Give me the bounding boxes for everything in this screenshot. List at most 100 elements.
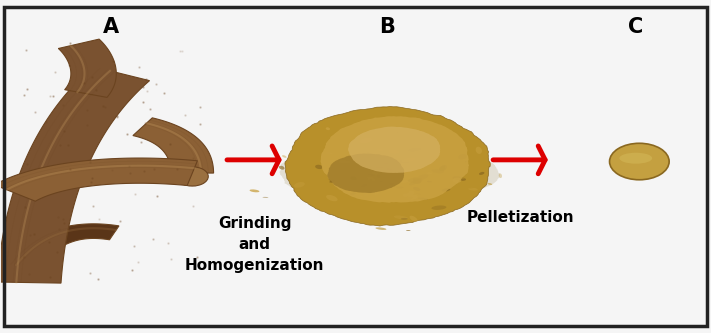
Ellipse shape — [410, 216, 417, 222]
Ellipse shape — [458, 154, 466, 160]
Ellipse shape — [359, 195, 363, 197]
Ellipse shape — [469, 187, 478, 190]
Ellipse shape — [407, 195, 418, 200]
Ellipse shape — [368, 177, 373, 180]
Ellipse shape — [426, 169, 433, 175]
Ellipse shape — [315, 165, 323, 169]
Ellipse shape — [363, 191, 370, 196]
Ellipse shape — [386, 143, 398, 147]
Ellipse shape — [476, 147, 482, 154]
Ellipse shape — [388, 150, 400, 154]
Polygon shape — [279, 142, 500, 205]
Ellipse shape — [326, 153, 333, 154]
Ellipse shape — [412, 179, 422, 184]
Ellipse shape — [401, 218, 408, 220]
Ellipse shape — [420, 202, 426, 205]
Ellipse shape — [351, 190, 356, 191]
Ellipse shape — [358, 154, 370, 159]
Polygon shape — [7, 224, 119, 269]
Ellipse shape — [387, 168, 393, 171]
Ellipse shape — [393, 184, 402, 189]
Ellipse shape — [405, 187, 410, 194]
Ellipse shape — [412, 169, 416, 171]
Ellipse shape — [353, 149, 355, 151]
Ellipse shape — [413, 187, 420, 191]
Ellipse shape — [405, 168, 408, 171]
Ellipse shape — [403, 191, 415, 197]
Ellipse shape — [375, 227, 387, 230]
Ellipse shape — [360, 138, 372, 144]
Ellipse shape — [407, 147, 422, 152]
Ellipse shape — [442, 188, 450, 192]
Ellipse shape — [350, 176, 357, 180]
Ellipse shape — [368, 143, 375, 148]
Ellipse shape — [331, 153, 334, 154]
Polygon shape — [133, 118, 213, 173]
Ellipse shape — [294, 182, 305, 188]
Ellipse shape — [395, 160, 410, 164]
Ellipse shape — [366, 176, 375, 180]
Ellipse shape — [418, 197, 428, 200]
Ellipse shape — [282, 155, 287, 158]
Ellipse shape — [432, 205, 447, 210]
Ellipse shape — [379, 181, 383, 182]
Ellipse shape — [520, 160, 532, 162]
Ellipse shape — [405, 181, 411, 183]
Ellipse shape — [351, 192, 357, 195]
Ellipse shape — [408, 177, 423, 183]
Ellipse shape — [432, 169, 444, 173]
Ellipse shape — [460, 173, 469, 179]
Ellipse shape — [338, 161, 349, 163]
Ellipse shape — [279, 166, 284, 169]
Ellipse shape — [417, 193, 421, 194]
Ellipse shape — [421, 165, 430, 171]
Ellipse shape — [375, 166, 383, 168]
Ellipse shape — [389, 182, 395, 185]
Ellipse shape — [383, 163, 390, 164]
Ellipse shape — [368, 173, 375, 176]
Text: Grinding
and
Homogenization: Grinding and Homogenization — [185, 216, 324, 273]
Ellipse shape — [341, 195, 348, 198]
Ellipse shape — [400, 191, 410, 193]
Polygon shape — [327, 154, 405, 193]
Ellipse shape — [370, 163, 371, 165]
Ellipse shape — [385, 155, 396, 158]
Ellipse shape — [367, 152, 370, 154]
Ellipse shape — [465, 161, 466, 162]
Ellipse shape — [386, 197, 391, 200]
Ellipse shape — [368, 153, 377, 159]
Ellipse shape — [619, 153, 652, 164]
Text: B: B — [380, 17, 395, 37]
Ellipse shape — [395, 132, 399, 133]
Ellipse shape — [445, 166, 449, 170]
Ellipse shape — [479, 172, 484, 175]
Text: Pelletization: Pelletization — [467, 210, 574, 225]
Ellipse shape — [374, 147, 385, 149]
Ellipse shape — [420, 181, 432, 185]
Ellipse shape — [372, 179, 375, 181]
Ellipse shape — [337, 205, 348, 208]
Ellipse shape — [326, 127, 330, 130]
Ellipse shape — [376, 174, 381, 178]
Ellipse shape — [498, 173, 502, 178]
Ellipse shape — [361, 183, 368, 187]
Ellipse shape — [354, 167, 365, 170]
Ellipse shape — [410, 181, 417, 185]
Ellipse shape — [406, 230, 410, 231]
Ellipse shape — [356, 184, 368, 187]
Ellipse shape — [444, 167, 453, 171]
Ellipse shape — [250, 189, 260, 192]
Polygon shape — [0, 67, 149, 283]
Ellipse shape — [453, 177, 461, 183]
Ellipse shape — [464, 184, 475, 189]
Ellipse shape — [609, 143, 669, 180]
Ellipse shape — [385, 136, 395, 140]
Polygon shape — [348, 127, 440, 173]
Ellipse shape — [394, 215, 408, 219]
Ellipse shape — [427, 181, 432, 182]
Ellipse shape — [413, 177, 419, 181]
Ellipse shape — [439, 165, 447, 171]
Ellipse shape — [374, 147, 383, 152]
Ellipse shape — [326, 195, 338, 201]
Ellipse shape — [356, 187, 365, 192]
